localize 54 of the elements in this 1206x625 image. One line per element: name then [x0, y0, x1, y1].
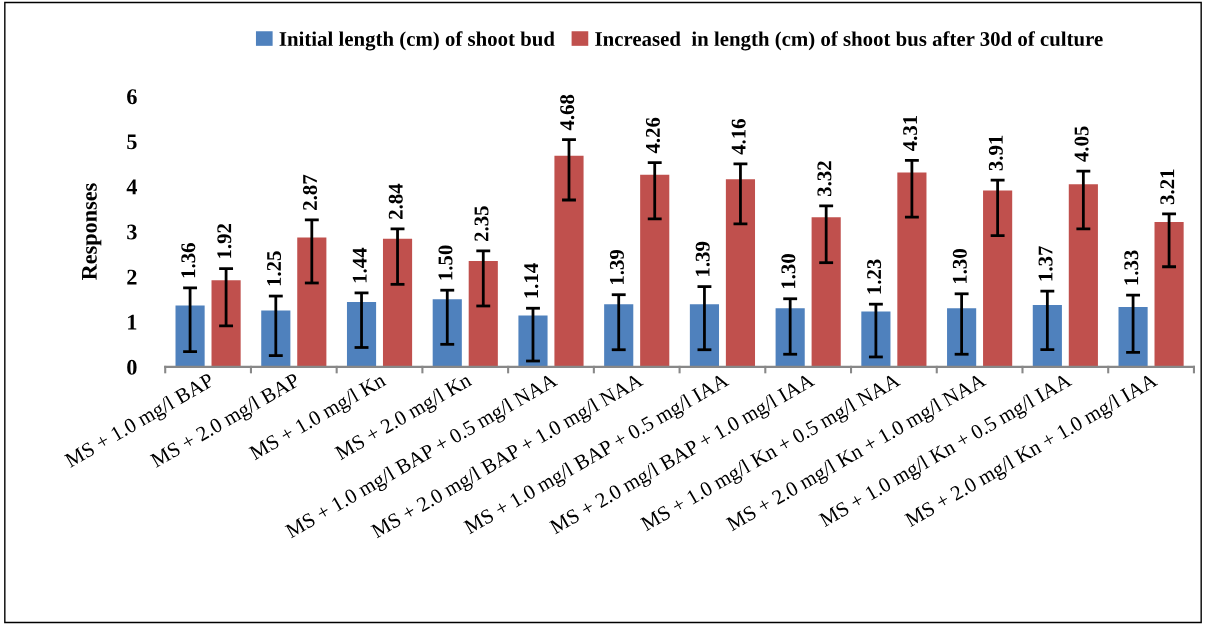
y-tick-label: 1 [128, 314, 137, 330]
data-label: 2.35 [474, 206, 489, 242]
data-label: 1.25 [267, 251, 282, 286]
data-label: 4.26 [645, 117, 661, 154]
data-label: 4.05 [1074, 126, 1089, 162]
y-tick-label: 3 [127, 224, 137, 240]
data-label: 1.92 [217, 223, 232, 258]
data-label: 2.87 [302, 174, 318, 210]
data-label: 3.91 [988, 135, 1003, 171]
y-tick-label: 6 [127, 89, 137, 105]
data-label: 1.37 [1038, 246, 1053, 281]
data-label: 1.33 [1124, 250, 1139, 285]
bar [640, 174, 670, 367]
y-axis-title: Responses [82, 183, 102, 280]
bar [811, 217, 841, 367]
data-label: 4.31 [903, 115, 918, 151]
data-label: 1.39 [609, 249, 625, 285]
bar [175, 305, 205, 367]
bar [725, 179, 756, 367]
data-label: 1.23 [867, 259, 882, 294]
bar [1068, 184, 1098, 367]
bar [897, 172, 927, 367]
bar [1118, 306, 1148, 367]
bar [382, 238, 413, 367]
data-label: 1.39 [695, 241, 710, 276]
bar [297, 237, 327, 367]
y-tick-label: 2 [127, 269, 137, 285]
bar [861, 311, 891, 367]
bar [518, 315, 548, 367]
data-label: 4.16 [731, 119, 746, 155]
data-label: 3.32 [817, 161, 832, 197]
data-label: 1.50 [438, 245, 453, 280]
y-tick-label: 4 [126, 179, 138, 195]
bar [1154, 222, 1184, 367]
legend-label: Increased in length (cm) of shoot bus after 30d of culture [595, 31, 1103, 51]
data-label: 1.36 [181, 243, 196, 278]
bar [689, 304, 720, 367]
data-label: 1.30 [781, 254, 796, 289]
bar [1032, 305, 1062, 367]
y-tick-label: 5 [127, 134, 137, 150]
data-label: 1.44 [352, 247, 367, 283]
y-tick-label: 0 [127, 359, 137, 375]
data-label: 1.30 [952, 249, 967, 284]
bar [604, 304, 634, 367]
data-label: 3.21 [1160, 169, 1175, 205]
data-label: 2.84 [388, 183, 403, 219]
bar [554, 155, 584, 367]
bar [432, 299, 462, 367]
data-label: 1.14 [524, 263, 539, 298]
legend-label: Initial length (cm) of shoot bud [279, 31, 555, 51]
bar [211, 280, 241, 367]
bar [468, 260, 498, 367]
data-label: 4.68 [560, 94, 575, 131]
bar [983, 190, 1013, 367]
